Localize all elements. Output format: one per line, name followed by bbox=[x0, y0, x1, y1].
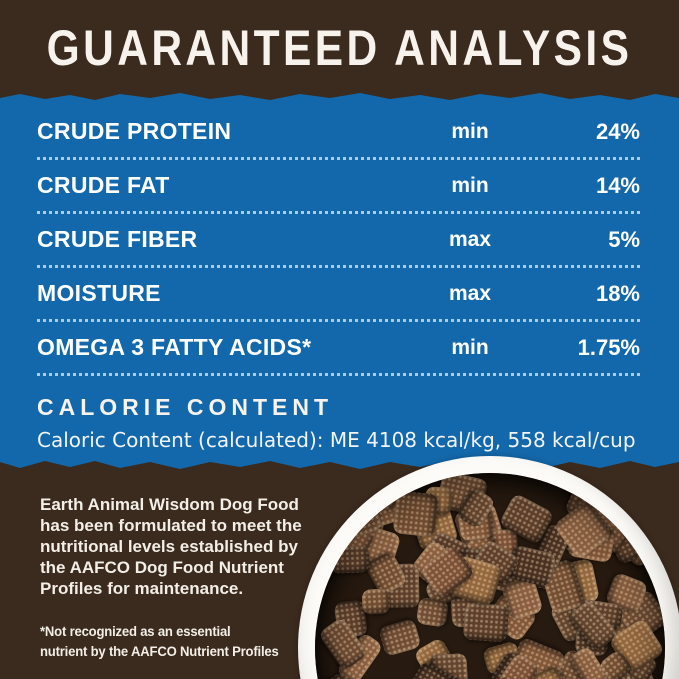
nutrient-value: 14% bbox=[595, 172, 640, 198]
aafco-statement-line: Profiles for maintenance. bbox=[40, 579, 244, 598]
aafco-statement: Earth Animal Wisdom Dog Food has been fo… bbox=[40, 494, 302, 599]
analysis-row-omega3: OMEGA 3 FATTY ACIDS* min 1.75% bbox=[37, 322, 640, 376]
nutrient-label: OMEGA 3 FATTY ACIDS* bbox=[37, 334, 312, 360]
nutrient-value: 1.75% bbox=[577, 334, 640, 360]
calorie-content-detail: Caloric Content (calculated): ME 4108 kc… bbox=[37, 428, 636, 452]
nutrient-label: MOISTURE bbox=[37, 280, 161, 306]
footnote-line: nutrient by the AAFCO Nutrient Profiles bbox=[40, 644, 279, 659]
nutrient-label: CRUDE FAT bbox=[37, 172, 170, 198]
aafco-statement-line: the AAFCO Dog Food Nutrient bbox=[40, 558, 284, 577]
analysis-panel: CRUDE PROTEIN min 24% CRUDE FAT min 14% … bbox=[0, 93, 679, 469]
analysis-row-crude-protein: CRUDE PROTEIN min 24% bbox=[37, 106, 640, 160]
footnote-line: *Not recognized as an essential bbox=[40, 624, 231, 639]
min-max-label: max bbox=[448, 227, 492, 251]
analysis-row-crude-fat: CRUDE FAT min 14% bbox=[37, 160, 640, 214]
min-max-label: min bbox=[451, 173, 489, 197]
nutrient-value: 18% bbox=[595, 280, 640, 306]
nutrient-label: CRUDE PROTEIN bbox=[37, 118, 232, 144]
analysis-table: CRUDE PROTEIN min 24% CRUDE FAT min 14% … bbox=[37, 106, 640, 376]
nutrient-label: CRUDE FIBER bbox=[37, 226, 198, 252]
aafco-statement-line: has been formulated to meet the bbox=[40, 516, 302, 535]
guaranteed-analysis-title: GUARANTEED ANALYSIS bbox=[46, 20, 633, 76]
nutrient-value: 5% bbox=[608, 226, 640, 252]
analysis-row-moisture: MOISTURE max 18% bbox=[37, 268, 640, 322]
top-banner: GUARANTEED ANALYSIS bbox=[0, 0, 679, 96]
min-max-label: max bbox=[448, 281, 492, 305]
aafco-statement-line: Earth Animal Wisdom Dog Food bbox=[40, 495, 299, 514]
kibble-photo bbox=[315, 473, 665, 679]
dog-food-bowl-photo bbox=[298, 456, 679, 679]
analysis-row-crude-fiber: CRUDE FIBER max 5% bbox=[37, 214, 640, 268]
calorie-content-block: CALORIE CONTENT Caloric Content (calcula… bbox=[37, 394, 640, 452]
aafco-statement-line: nutritional levels established by bbox=[40, 537, 298, 556]
calorie-content-heading: CALORIE CONTENT bbox=[37, 394, 334, 420]
min-max-label: min bbox=[451, 119, 489, 143]
min-max-label: min bbox=[451, 335, 489, 359]
nutrient-value: 24% bbox=[595, 118, 640, 144]
omega3-footnote: *Not recognized as an essential nutrient… bbox=[40, 622, 279, 662]
